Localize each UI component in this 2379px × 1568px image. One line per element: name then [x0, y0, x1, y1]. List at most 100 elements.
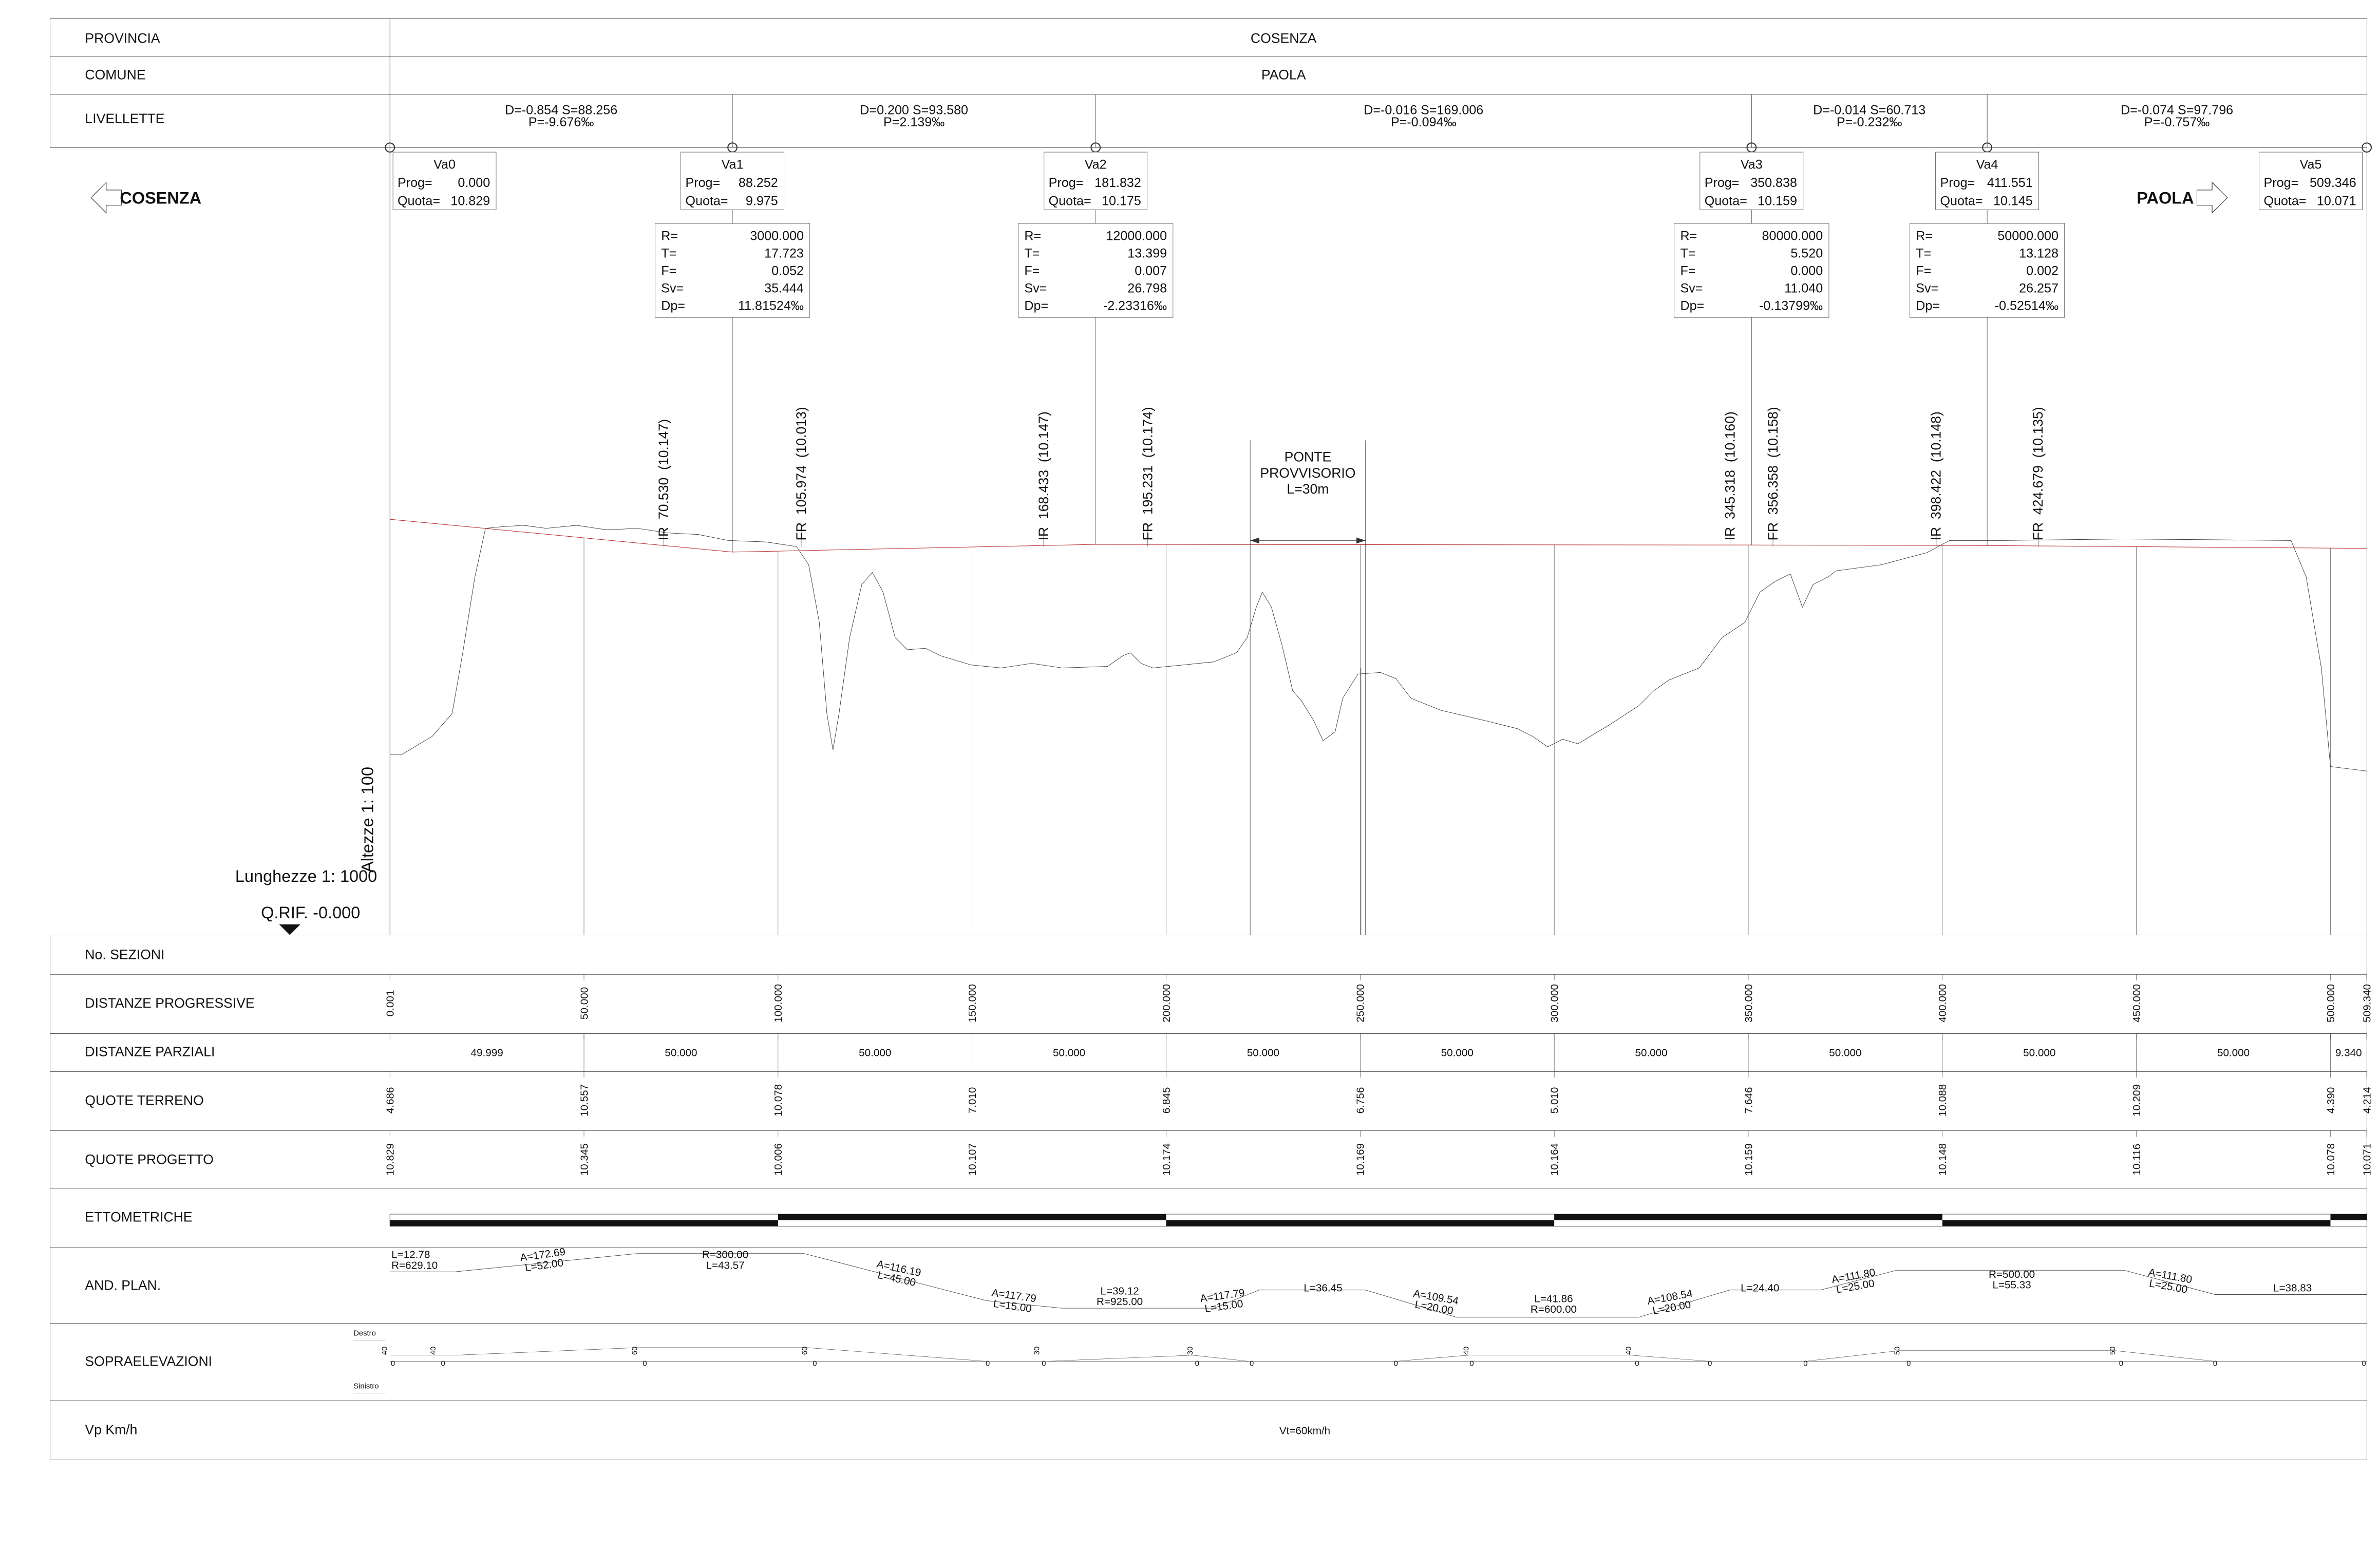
horizontal-scale: Lunghezze 1: 1000	[235, 867, 377, 885]
station-value: 4.390	[2325, 1087, 2337, 1114]
vertex-marker	[2362, 142, 2372, 153]
station-value: 5.010	[1549, 1087, 1561, 1114]
marker-quota: (10.147)	[656, 419, 671, 470]
superelevation-zero: 0	[441, 1359, 445, 1368]
vertex-name: Va4	[1976, 158, 1998, 172]
row-label: ETTOMETRICHE	[85, 1210, 192, 1225]
curve-box	[1018, 223, 1173, 317]
marker-label: FR 356.358 (10.158)	[1765, 407, 1781, 540]
curve-key: T=	[1916, 246, 1931, 260]
marker-label: IR 398.422 (10.148)	[1929, 411, 1944, 540]
vertical-scale: Altezze 1: 100	[358, 767, 377, 873]
curve-value: 13.399	[1127, 246, 1167, 260]
row-label: AND. PLAN.	[85, 1278, 161, 1293]
row-value: COSENZA	[1251, 30, 1317, 46]
marker-prog: 345.318	[1722, 470, 1738, 519]
bridge-label: PROVVISORIO	[1260, 465, 1355, 481]
grade-percent: P=-0.757‰	[2144, 115, 2210, 129]
marker-kind: IR	[656, 527, 671, 541]
alignment-label: R=300.00	[702, 1249, 748, 1261]
curve-box	[1910, 223, 2064, 317]
vertex-name: Va2	[1085, 158, 1107, 172]
ettometriche-bar	[1942, 1220, 2331, 1226]
marker-kind: FR	[2030, 522, 2046, 540]
row-label: LIVELLETTE	[85, 111, 164, 126]
curve-key: F=	[1680, 263, 1695, 278]
station-value: 6.756	[1355, 1087, 1367, 1114]
alignment-label: L=36.45	[1304, 1282, 1342, 1294]
row-label: No. SEZIONI	[85, 947, 164, 962]
curve-box	[655, 223, 809, 317]
superelevation-zero: 0	[1394, 1359, 1398, 1368]
curve-value: -0.13799‰	[1759, 298, 1823, 313]
vertex-key: Prog=	[686, 176, 721, 190]
vertex-name: Va0	[433, 158, 456, 172]
vertex-quota: 9.975	[746, 194, 778, 209]
station-value: 300.000	[1549, 984, 1561, 1023]
alignment-label: R=925.00	[1097, 1296, 1143, 1308]
partial-distance: 9.340	[2335, 1047, 2362, 1059]
row-label: QUOTE TERRENO	[85, 1092, 203, 1108]
vertex-key: Quota=	[1049, 194, 1091, 209]
station-value: 7.010	[967, 1087, 978, 1114]
curve-value: 26.798	[1127, 281, 1167, 295]
vertex-key: Quota=	[686, 194, 728, 209]
station-value: 10.078	[772, 1084, 784, 1117]
superelevation-value: 50	[1894, 1347, 1902, 1355]
station-value: 10.164	[1549, 1143, 1561, 1176]
curve-value: 0.007	[1135, 263, 1167, 278]
marker-prog: 105.974	[794, 465, 809, 515]
curve-value: 13.128	[2019, 246, 2059, 260]
vertex-prog: 0.000	[458, 176, 490, 190]
alignment-label: L=39.12	[1100, 1286, 1139, 1297]
superelevation-value: 40	[429, 1347, 438, 1355]
superelevation-zero: 0	[1042, 1359, 1046, 1368]
marker-quota: (10.013)	[794, 407, 809, 458]
superelevation-zero: 0	[1635, 1359, 1639, 1368]
curve-value: 11.040	[1784, 281, 1823, 295]
bridge-label: L=30m	[1287, 481, 1329, 497]
vertex-prog: 509.346	[2310, 176, 2356, 190]
alignment-label: L=12.78	[391, 1249, 430, 1261]
curve-value: 5.520	[1790, 246, 1823, 260]
curve-box	[1674, 223, 1829, 317]
station-value: 200.000	[1161, 984, 1173, 1023]
arrow-left	[91, 182, 121, 213]
vertex-name: Va5	[2300, 158, 2322, 172]
superelevation-zero: 0	[1708, 1359, 1712, 1368]
partial-distance: 50.000	[1247, 1047, 1279, 1059]
grade-percent: P=2.139‰	[883, 115, 945, 129]
partial-distance: 50.000	[859, 1047, 891, 1059]
curve-value: 80000.000	[1762, 229, 1823, 243]
station-value: 4.214	[2361, 1087, 2373, 1114]
curve-key: Sv=	[1680, 281, 1703, 295]
curve-value: 11.81524‰	[738, 298, 804, 313]
curve-key: F=	[1916, 263, 1931, 278]
vertex-box	[681, 152, 784, 210]
vertex-key: Prog=	[1049, 176, 1084, 190]
ettometriche-bar	[2330, 1214, 2367, 1220]
marker-quota: (10.148)	[1929, 411, 1944, 462]
superelevation-zero: 0	[391, 1359, 395, 1368]
arrow-right	[2197, 182, 2227, 213]
vertex-quota: 10.175	[1102, 194, 1141, 209]
grade-percent: P=-9.676‰	[528, 115, 594, 129]
curve-value: 17.723	[764, 246, 804, 260]
marker-kind: IR	[1036, 527, 1051, 541]
curve-key: T=	[661, 246, 676, 260]
bridge-label: PONTE	[1285, 449, 1332, 465]
marker-quota: (10.174)	[1140, 407, 1155, 458]
marker-prog: 424.679	[2030, 465, 2046, 515]
alignment-label: L=41.86	[1534, 1293, 1573, 1305]
station-value: 10.174	[1161, 1143, 1173, 1176]
curve-value: 0.002	[2026, 263, 2059, 278]
superelevation-zero: 0	[2213, 1359, 2217, 1368]
vertex-box	[1044, 152, 1147, 210]
grade-slope: D=-0.014 S=60.713	[1813, 103, 1925, 117]
curve-key: Sv=	[1024, 281, 1047, 295]
vertex-prog: 350.838	[1750, 176, 1797, 190]
direction-left: COSENZA	[120, 189, 201, 207]
direction-right: PAOLA	[2137, 189, 2194, 207]
curve-value: -2.23316‰	[1103, 298, 1167, 313]
grade-slope: D=-0.074 S=97.796	[2121, 103, 2233, 117]
